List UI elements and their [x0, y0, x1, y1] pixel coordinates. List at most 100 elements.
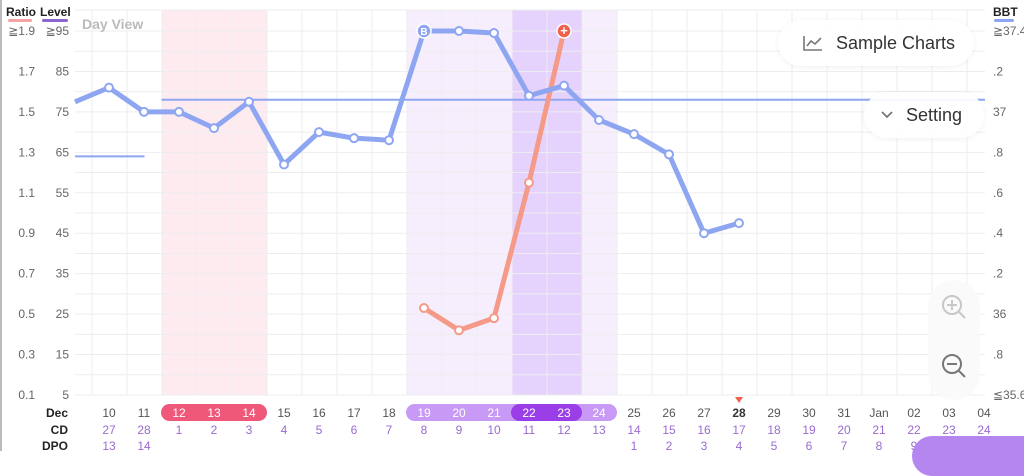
date-label: 23: [557, 406, 571, 420]
level-point: [489, 313, 499, 324]
bbt-tick: .2: [993, 64, 1003, 78]
cd-label: 8: [421, 423, 428, 437]
level-tick: 25: [56, 307, 70, 321]
ratio-tick: 1.7: [18, 64, 35, 78]
cd-label: 21: [872, 423, 886, 437]
cd-label: 1: [176, 423, 183, 437]
bbt-marker-label: B: [420, 27, 427, 38]
bbt-tick: ≦35.6: [993, 388, 1024, 402]
date-label: 24: [592, 406, 606, 420]
bbt-tick: .8: [993, 145, 1003, 159]
zoom-in-icon[interactable]: [940, 293, 968, 321]
bbt-point: [699, 228, 709, 239]
date-label: 25: [627, 406, 641, 420]
ratio-tick: 1.5: [18, 105, 35, 119]
sample-charts-label: Sample Charts: [836, 32, 956, 53]
bbt-point: [524, 90, 534, 101]
cd-label: 11: [523, 423, 536, 437]
bbt-tick: 36: [993, 307, 1007, 321]
date-label: 31: [837, 406, 851, 420]
cd-label: 7: [386, 423, 393, 437]
dpo-label: 14: [137, 439, 151, 451]
level-tick: ≧95: [46, 24, 70, 38]
cd-label: 12: [557, 423, 571, 437]
date-label: 19: [417, 406, 431, 420]
cd-label: 9: [456, 423, 463, 437]
zoom-controls: [928, 280, 980, 400]
ratio-tick: 0.9: [18, 226, 35, 240]
dpo-label: 8: [876, 439, 883, 451]
bbt-point: [244, 96, 254, 107]
bbt-point: [174, 106, 184, 117]
level-point: [454, 325, 464, 336]
date-label: 29: [767, 406, 781, 420]
level-legend: Level: [40, 5, 71, 19]
bbt-tick: .2: [993, 267, 1003, 281]
dpo-label: 5: [771, 439, 778, 451]
fertility-chart: ≧1.91.71.51.31.10.90.70.50.30.1≧95857565…: [6, 5, 1024, 451]
level-tick: 75: [56, 105, 70, 119]
cd-label: 6: [351, 423, 358, 437]
date-label: 22: [522, 406, 536, 420]
peak-pill: [511, 404, 582, 421]
cd-row-label: CD: [51, 423, 69, 437]
date-label: 28: [732, 406, 746, 420]
zoom-out-icon[interactable]: [940, 352, 968, 380]
cd-label: 13: [592, 423, 606, 437]
cd-label: 22: [907, 423, 921, 437]
ratio-legend-swatch: [8, 19, 32, 22]
date-label: 20: [452, 406, 466, 420]
date-label: 10: [102, 406, 116, 420]
level-tick: 55: [56, 186, 70, 200]
bbt-point: [104, 82, 114, 93]
bbt-point: [209, 123, 219, 134]
level-marker-label: +: [560, 23, 568, 38]
level-tick: 35: [56, 267, 70, 281]
bbt-point: [734, 218, 744, 229]
cd-label: 27: [102, 423, 116, 437]
date-label: 02: [907, 406, 921, 420]
bbt-tick: .4: [993, 226, 1003, 240]
bbt-tick: ≧37.4: [993, 24, 1024, 38]
setting-button[interactable]: Setting: [864, 92, 984, 138]
level-tick: 15: [56, 348, 70, 362]
sample-charts-button[interactable]: Sample Charts: [778, 20, 974, 66]
cd-label: 18: [767, 423, 781, 437]
ratio-tick: 0.7: [18, 267, 35, 281]
ratio-tick: 0.5: [18, 307, 35, 321]
date-label: 11: [138, 406, 151, 420]
dpo-row-label: DPO: [42, 439, 68, 451]
cd-label: 20: [837, 423, 851, 437]
bbt-point: [314, 127, 324, 138]
date-label: 27: [697, 406, 711, 420]
date-label: 26: [662, 406, 676, 420]
bbt-point: [594, 114, 604, 125]
cd-label: 3: [246, 423, 253, 437]
bbt-point: [664, 149, 674, 160]
cd-label: 17: [732, 423, 746, 437]
cd-label: 19: [802, 423, 816, 437]
cd-label: 5: [316, 423, 323, 437]
date-label: 03: [942, 406, 956, 420]
bbt-point: [384, 135, 394, 146]
date-label: 04: [977, 406, 991, 420]
date-label: 21: [487, 406, 501, 420]
level-tick: 85: [56, 64, 70, 78]
shade-period: [161, 10, 267, 395]
bbt-legend-swatch: [994, 19, 1014, 22]
today-marker-icon: [735, 397, 743, 403]
add-data-button[interactable]: [912, 436, 1024, 476]
bbt-point: [139, 106, 149, 117]
bbt-point: [349, 133, 359, 144]
level-point: [524, 177, 534, 188]
setting-label: Setting: [906, 104, 963, 125]
cd-label: 4: [281, 423, 288, 437]
ratio-tick: 0.3: [18, 348, 35, 362]
bbt-point: [629, 129, 639, 140]
date-label: Jan: [869, 406, 888, 420]
cd-label: 23: [942, 423, 956, 437]
level-marker: [556, 23, 572, 39]
period-pill: [161, 404, 267, 421]
bbt-point: [489, 28, 499, 39]
cd-label: 14: [627, 423, 641, 437]
